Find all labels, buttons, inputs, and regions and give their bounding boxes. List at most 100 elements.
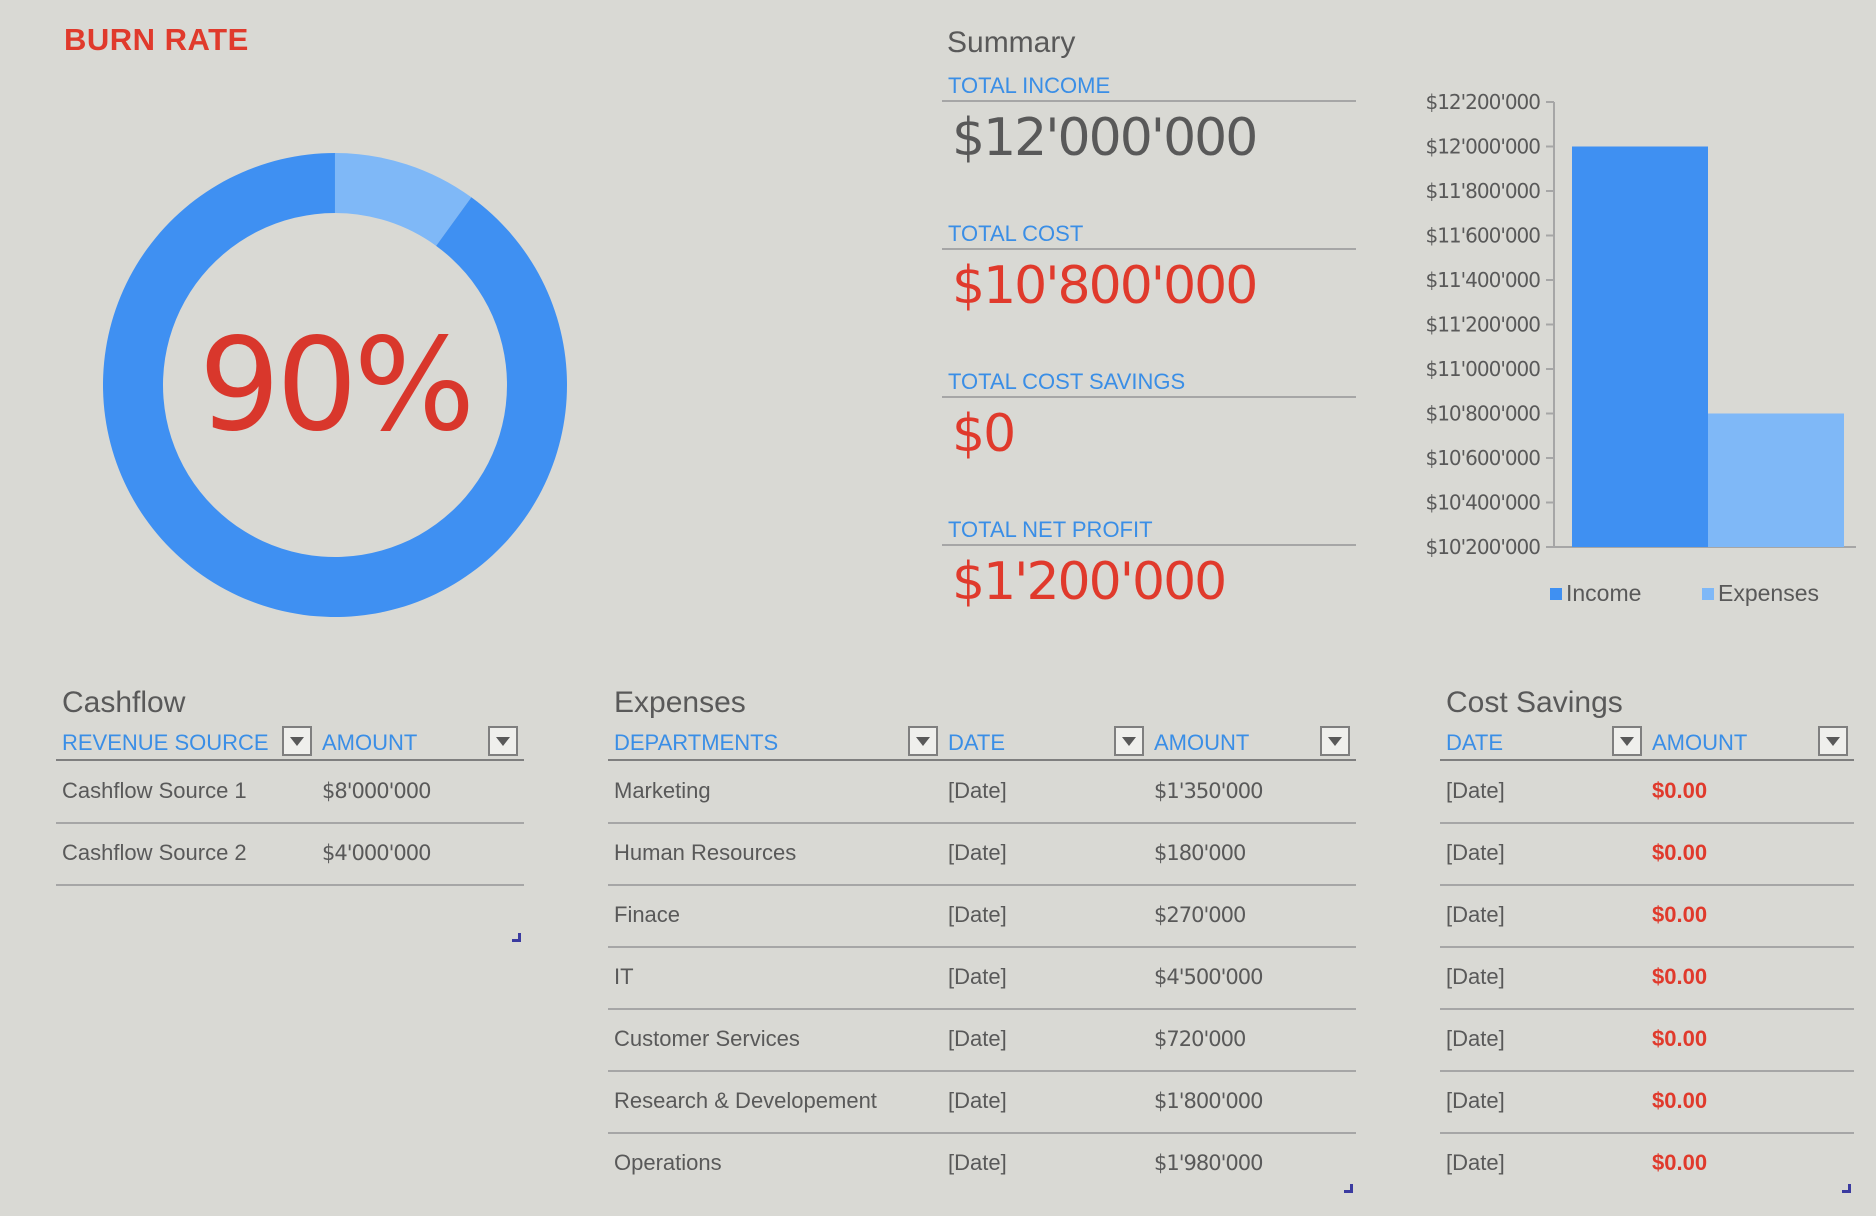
- date-cell: [Date]: [1446, 840, 1505, 865]
- legend-label: Expenses: [1718, 580, 1819, 606]
- y-tick-label: $10'800'000: [1425, 402, 1540, 426]
- department-cell: Customer Services: [614, 1026, 800, 1051]
- table-row[interactable]: [Date] $0.00: [1440, 885, 1854, 948]
- summary-total-cost: TOTAL COST $10'800'000: [942, 220, 1356, 316]
- amount-cell: $270'000: [1154, 903, 1246, 927]
- legend-label: Income: [1566, 580, 1641, 606]
- amount-cell: $0.00: [1652, 1026, 1708, 1051]
- amount-cell: $4'000'000: [322, 841, 431, 865]
- y-tick-label: $10'200'000: [1425, 535, 1540, 559]
- department-cell: Finace: [614, 902, 681, 927]
- burn-rate-title: BURN RATE: [64, 22, 249, 57]
- department-cell: Human Resources: [614, 840, 797, 865]
- summary-label: TOTAL COST SAVINGS: [942, 368, 1356, 398]
- table-row[interactable]: Customer Services [Date] $720'000: [608, 1009, 1356, 1072]
- burn-rate-donut-svg: [102, 153, 568, 617]
- y-tick-label: $11'000'000: [1425, 357, 1540, 381]
- filter-dropdown-button[interactable]: [1818, 726, 1848, 756]
- amount-cell: $0.00: [1652, 964, 1708, 989]
- amount-cell: $1'980'000: [1154, 1151, 1263, 1175]
- filter-dropdown-button[interactable]: [282, 726, 312, 756]
- table-row[interactable]: Finace [Date] $270'000: [608, 885, 1356, 948]
- y-tick-label: $11'400'000: [1425, 268, 1540, 292]
- cashflow-title: Cashflow: [62, 686, 186, 719]
- summary-value: $10'800'000: [952, 256, 1258, 316]
- cost-savings-title: Cost Savings: [1446, 686, 1623, 719]
- amount-cell: $180'000: [1154, 841, 1246, 865]
- summary-value: $1'200'000: [952, 552, 1227, 612]
- legend-swatch: [1550, 588, 1562, 600]
- department-cell: Marketing: [614, 778, 711, 803]
- summary-value: $12'000'000: [952, 108, 1258, 168]
- table-row[interactable]: Human Resources [Date] $180'000: [608, 823, 1356, 886]
- amount-cell: $8'000'000: [322, 779, 431, 803]
- revenue-source-cell: Cashflow Source 1: [62, 778, 247, 803]
- date-cell: [Date]: [948, 778, 1007, 803]
- date-cell: [Date]: [948, 964, 1007, 989]
- table-row[interactable]: [Date] $0.00: [1440, 1009, 1854, 1072]
- date-cell: [Date]: [948, 902, 1007, 927]
- summary-label: TOTAL COST: [942, 220, 1356, 250]
- table-row[interactable]: Marketing [Date] $1'350'000: [608, 761, 1356, 824]
- amount-cell: $1'800'000: [1154, 1089, 1263, 1113]
- summary-total-cost-savings: TOTAL COST SAVINGS $0: [942, 368, 1356, 464]
- filter-dropdown-button[interactable]: [1612, 726, 1642, 756]
- table-row[interactable]: [Date] $0.00: [1440, 823, 1854, 886]
- table-row[interactable]: Operations [Date] $1'980'000: [608, 1133, 1356, 1194]
- amount-cell: $4'500'000: [1154, 965, 1263, 989]
- table-row[interactable]: [Date] $0.00: [1440, 1133, 1854, 1194]
- filter-dropdown-button[interactable]: [488, 726, 518, 756]
- table-row[interactable]: Research & Developement [Date] $1'800'00…: [608, 1071, 1356, 1134]
- burn-rate-percent: 90%: [198, 310, 476, 460]
- bar-income: [1572, 146, 1708, 547]
- summary-title: Summary: [947, 26, 1076, 59]
- table-header: REVENUE SOURCE AMOUNT: [56, 723, 524, 761]
- column-header-revenue-source: REVENUE SOURCE: [62, 730, 269, 755]
- column-header-amount: AMOUNT: [1652, 730, 1748, 755]
- table-row[interactable]: [Date] $0.00: [1440, 947, 1854, 1010]
- date-cell: [Date]: [948, 1088, 1007, 1113]
- filter-dropdown-button[interactable]: [1114, 726, 1144, 756]
- y-tick-label: $11'200'000: [1425, 313, 1540, 337]
- amount-cell: $0.00: [1652, 902, 1708, 927]
- department-cell: IT: [614, 964, 634, 989]
- date-cell: [Date]: [1446, 1088, 1505, 1113]
- column-header-date: DATE: [1446, 730, 1504, 755]
- filter-dropdown-button[interactable]: [908, 726, 938, 756]
- bar-expenses: [1708, 413, 1844, 547]
- date-cell: [Date]: [948, 1150, 1007, 1175]
- y-tick-label: $12'200'000: [1425, 90, 1540, 114]
- table-row[interactable]: Cashflow Source 1 $8'000'000: [56, 761, 524, 824]
- date-cell: [Date]: [1446, 1026, 1505, 1051]
- column-header-departments: DEPARTMENTS: [614, 730, 779, 755]
- table-resize-handle[interactable]: [1842, 1184, 1851, 1193]
- date-cell: [Date]: [948, 840, 1007, 865]
- table-resize-handle[interactable]: [512, 933, 521, 942]
- amount-cell: $0.00: [1652, 1150, 1708, 1175]
- date-cell: [Date]: [948, 1026, 1007, 1051]
- summary-label: TOTAL INCOME: [942, 72, 1356, 102]
- column-header-amount: AMOUNT: [1154, 730, 1250, 755]
- date-cell: [Date]: [1446, 1150, 1505, 1175]
- donut-remaining-segment: [335, 153, 472, 246]
- table-row[interactable]: IT [Date] $4'500'000: [608, 947, 1356, 1010]
- summary-total-income: TOTAL INCOME $12'000'000: [942, 72, 1356, 168]
- amount-cell: $720'000: [1154, 1027, 1246, 1051]
- summary-total-net-profit: TOTAL NET PROFIT $1'200'000: [942, 516, 1356, 612]
- table-header: DATE AMOUNT: [1440, 723, 1854, 761]
- amount-cell: $0.00: [1652, 1088, 1708, 1113]
- income-expenses-chart-svg: $10'200'000 $10'400'000 $10'600'000 $10'800…: [1425, 90, 1856, 606]
- amount-cell: $0.00: [1652, 840, 1708, 865]
- table-resize-handle[interactable]: [1344, 1184, 1353, 1193]
- filter-dropdown-button[interactable]: [1320, 726, 1350, 756]
- y-tick-label: $10'400'000: [1425, 491, 1540, 515]
- y-tick-label: $11'600'000: [1425, 224, 1540, 248]
- legend-swatch: [1702, 588, 1714, 600]
- column-header-date: DATE: [948, 730, 1006, 755]
- table-row[interactable]: Cashflow Source 2 $4'000'000: [56, 823, 524, 886]
- amount-cell: $0.00: [1652, 778, 1708, 803]
- burn-rate-donut: 90%: [95, 145, 575, 625]
- table-row[interactable]: [Date] $0.00: [1440, 761, 1854, 824]
- table-row[interactable]: [Date] $0.00: [1440, 1071, 1854, 1134]
- summary-label: TOTAL NET PROFIT: [942, 516, 1356, 546]
